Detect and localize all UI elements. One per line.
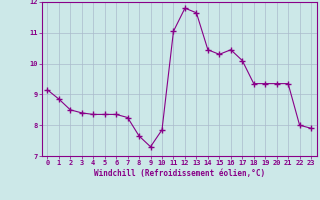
X-axis label: Windchill (Refroidissement éolien,°C): Windchill (Refroidissement éolien,°C) (94, 169, 265, 178)
